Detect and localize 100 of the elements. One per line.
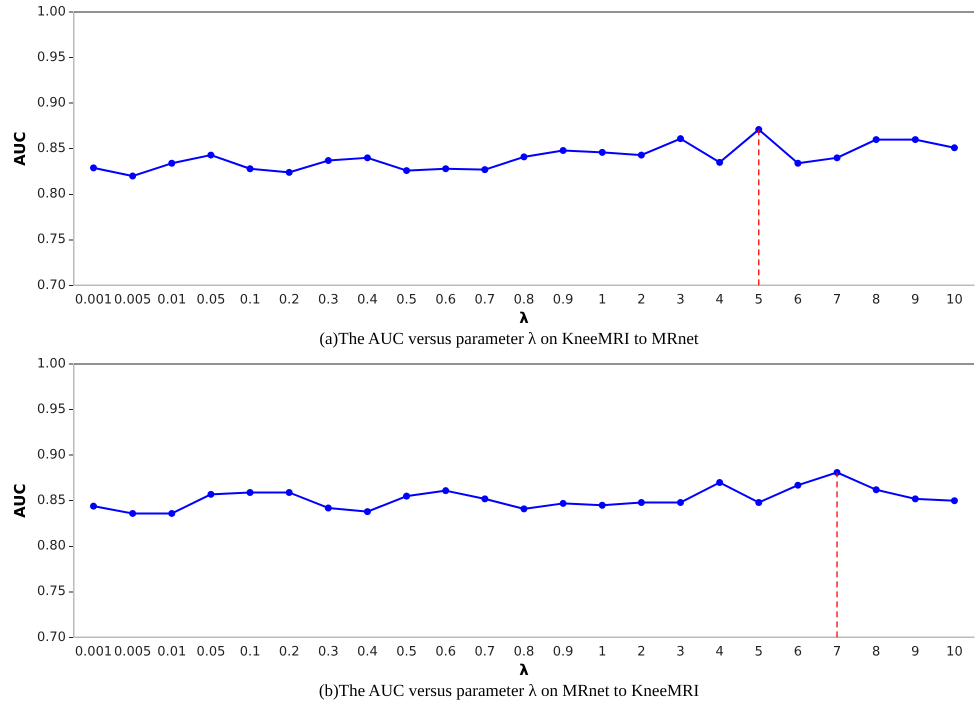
x-tick-label: 6 [794,292,802,308]
text: (a)The AUC versus parameter λ on KneeMRI to MRnet [318,328,700,350]
x-tick-label: 0.05 [196,644,226,660]
x-tick-label: 1 [598,292,606,308]
point [638,499,645,506]
x-tick-label: 0.01 [157,644,186,660]
point [246,165,254,172]
x-tick-label: 0.9 [552,644,574,660]
point [716,158,724,166]
x-tick-label: 0.5 [396,292,417,308]
x-tick-label: 0.8 [514,292,534,308]
y-tick-label: 0.85 [36,493,66,508]
x-tick-label: 10 [946,292,963,308]
x-tick-label: 0.4 [357,292,378,308]
x-tick-label: 10 [946,644,963,660]
point [168,160,176,167]
point [364,508,371,516]
point [90,502,98,510]
point [520,505,528,512]
x-tick-label: 0.05 [196,292,226,308]
x-tick-label: 0.1 [240,644,260,660]
point [560,147,567,154]
point [638,152,645,159]
point [481,166,488,174]
x-tick-label: 0.001 [74,644,112,660]
point [794,482,802,489]
point [912,136,919,144]
y-tick-label: 0.80 [36,186,66,202]
y-tick-label: 0.75 [36,232,66,248]
point [324,504,332,512]
point [950,144,958,152]
y-tick-label: 0.95 [36,402,66,417]
x-tick-label: 3 [676,292,685,308]
point [677,135,684,142]
x-axis-title: λ [519,660,530,679]
point [716,478,724,486]
y-tick-label: 0.90 [36,448,66,463]
x-tick-label: 9 [911,644,920,660]
x-tick-label: 7 [832,644,842,660]
point [129,172,136,180]
point [598,502,606,509]
point [520,153,528,160]
x-tick-label: 7 [832,292,842,308]
point [246,489,254,496]
x-tick-label: 0.3 [318,292,339,308]
point [834,154,841,162]
x-axis-title: λ [519,308,530,327]
point [872,486,880,494]
point [950,497,958,504]
x-tick-label: 0.6 [435,644,456,660]
x-tick-label: 0.6 [435,292,456,308]
y-tick-label: 0.85 [36,141,66,156]
point [207,490,214,498]
x-tick-label: 0.005 [114,644,152,660]
x-tick-label: 0.5 [396,644,417,660]
point [286,489,293,496]
y-tick-label: 0.75 [36,584,66,600]
x-tick-label: 9 [911,292,920,308]
point [560,500,567,507]
point [168,510,176,517]
point [677,499,684,506]
y-tick-label: 0.70 [36,278,66,293]
y-axis-title: AUC [10,484,29,518]
y-tick-label: 0.95 [36,50,66,65]
point [207,152,214,159]
text: (b)The AUC versus parameter λ on MRnet to KneeMRI [318,680,700,702]
point [403,167,410,174]
point [755,499,762,506]
y-tick-label: 0.80 [36,538,66,554]
x-tick-label: 0.4 [357,644,378,660]
x-tick-label: 5 [754,292,763,308]
x-tick-label: 1 [598,644,606,660]
point [90,164,98,172]
x-tick-label: 0.8 [514,644,534,660]
point [364,154,371,162]
point [442,165,450,172]
x-tick-label: 3 [676,644,685,660]
x-tick-label: 0.7 [474,644,496,660]
point [794,160,802,167]
point [912,495,919,502]
point [403,492,410,500]
x-tick-label: 5 [754,644,763,660]
x-tick-label: 6 [794,644,802,660]
x-tick-label: 8 [872,292,880,308]
x-tick-label: 0.1 [240,292,260,308]
x-tick-label: 4 [715,292,724,308]
x-tick-label: 0.2 [278,292,300,308]
point [481,495,488,502]
point [442,487,450,494]
x-tick-label: 0.3 [318,644,339,660]
x-tick-label: 4 [715,644,724,660]
point [834,468,841,476]
x-tick-label: 0.005 [114,292,152,308]
x-tick-label: 0.9 [552,292,574,308]
x-tick-label: 0.7 [474,292,496,308]
point [324,157,332,164]
y-tick-label: 1.00 [36,356,66,372]
x-tick-label: 2 [637,644,646,660]
x-tick-label: 8 [872,644,880,660]
y-axis-title: AUC [10,132,29,166]
